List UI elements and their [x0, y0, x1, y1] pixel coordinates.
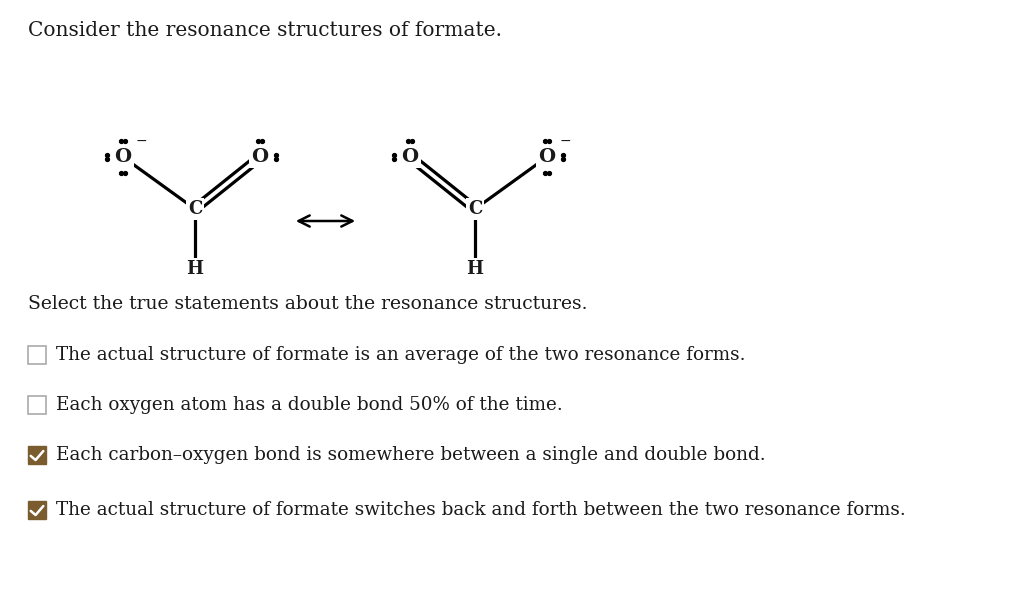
Text: O: O	[539, 148, 556, 166]
Text: O: O	[115, 148, 131, 166]
FancyBboxPatch shape	[28, 346, 46, 364]
Text: Each oxygen atom has a double bond 50% of the time.: Each oxygen atom has a double bond 50% o…	[56, 396, 563, 414]
Text: H: H	[186, 260, 204, 278]
Text: C: C	[468, 200, 482, 218]
Text: H: H	[467, 260, 483, 278]
Text: C: C	[187, 200, 202, 218]
Text: The actual structure of formate is an average of the two resonance forms.: The actual structure of formate is an av…	[56, 346, 745, 364]
Text: The actual structure of formate switches back and forth between the two resonanc: The actual structure of formate switches…	[56, 501, 906, 519]
Text: O: O	[252, 148, 268, 166]
Text: −: −	[559, 134, 570, 148]
FancyBboxPatch shape	[28, 396, 46, 414]
Text: Consider the resonance structures of formate.: Consider the resonance structures of for…	[28, 21, 502, 40]
Text: Select the true statements about the resonance structures.: Select the true statements about the res…	[28, 295, 588, 313]
Text: Each carbon–oxygen bond is somewhere between a single and double bond.: Each carbon–oxygen bond is somewhere bet…	[56, 446, 766, 464]
FancyBboxPatch shape	[28, 501, 46, 519]
Text: O: O	[401, 148, 419, 166]
Text: −: −	[135, 134, 146, 148]
FancyBboxPatch shape	[28, 446, 46, 464]
